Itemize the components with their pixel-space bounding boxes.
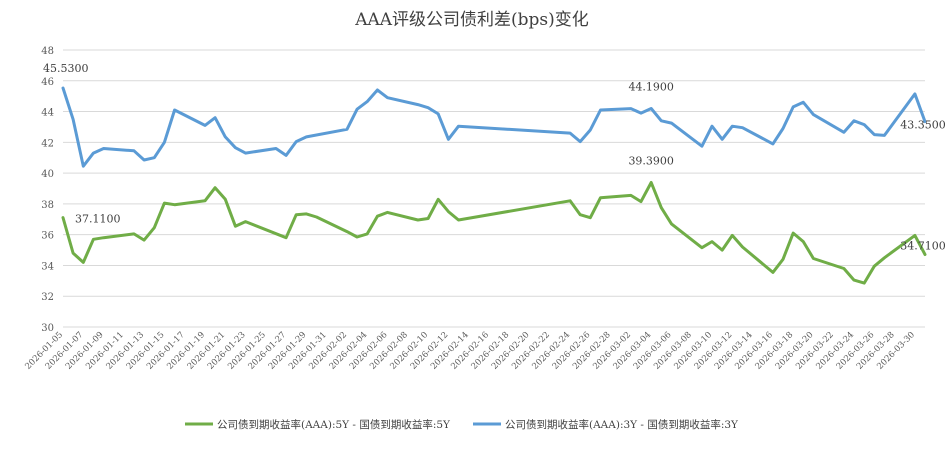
data-labels: 45.5300 44.1900 43.3500 37.1100 39.3900 34.71… (43, 62, 945, 253)
gridlines (63, 49, 925, 328)
y-tick-label: 46 (41, 77, 54, 88)
chart-title: AAA评级公司债利差(bps)变化 (354, 10, 589, 30)
data-label: 45.5300 (43, 62, 89, 75)
y-tick-label: 48 (41, 46, 54, 57)
data-label: 37.1100 (75, 213, 121, 226)
y-tick-label: 38 (41, 200, 54, 211)
y-tick-label: 30 (41, 323, 54, 334)
legend: 公司债到期收益率(AAA):5Y - 国债到期收益率:5Y 公司债到期收益率(AA… (185, 418, 739, 431)
series-lines (61, 86, 927, 285)
y-tick-label: 36 (41, 231, 54, 242)
y-axis-ticks: 30 32 34 36 38 40 42 44 46 48 (41, 46, 54, 334)
series-line-0 (61, 181, 927, 285)
y-tick-label: 44 (41, 108, 54, 119)
series-line-1 (61, 86, 927, 168)
data-label: 44.1900 (628, 81, 674, 94)
data-label: 34.7100 (900, 240, 945, 253)
data-label: 39.3900 (628, 154, 674, 167)
y-tick-label: 34 (41, 261, 54, 272)
y-tick-label: 42 (41, 138, 54, 149)
y-tick-label: 40 (41, 169, 54, 180)
y-tick-label: 32 (41, 292, 54, 303)
legend-label-0: 公司债到期收益率(AAA):5Y - 国债到期收益率:5Y (217, 418, 451, 431)
legend-label-1: 公司债到期收益率(AAA):3Y - 国债到期收益率:3Y (505, 418, 739, 431)
data-label: 43.3500 (900, 119, 945, 132)
x-axis-ticks: 2026-01-052026-01-072026-01-092026-01-11… (23, 330, 917, 372)
